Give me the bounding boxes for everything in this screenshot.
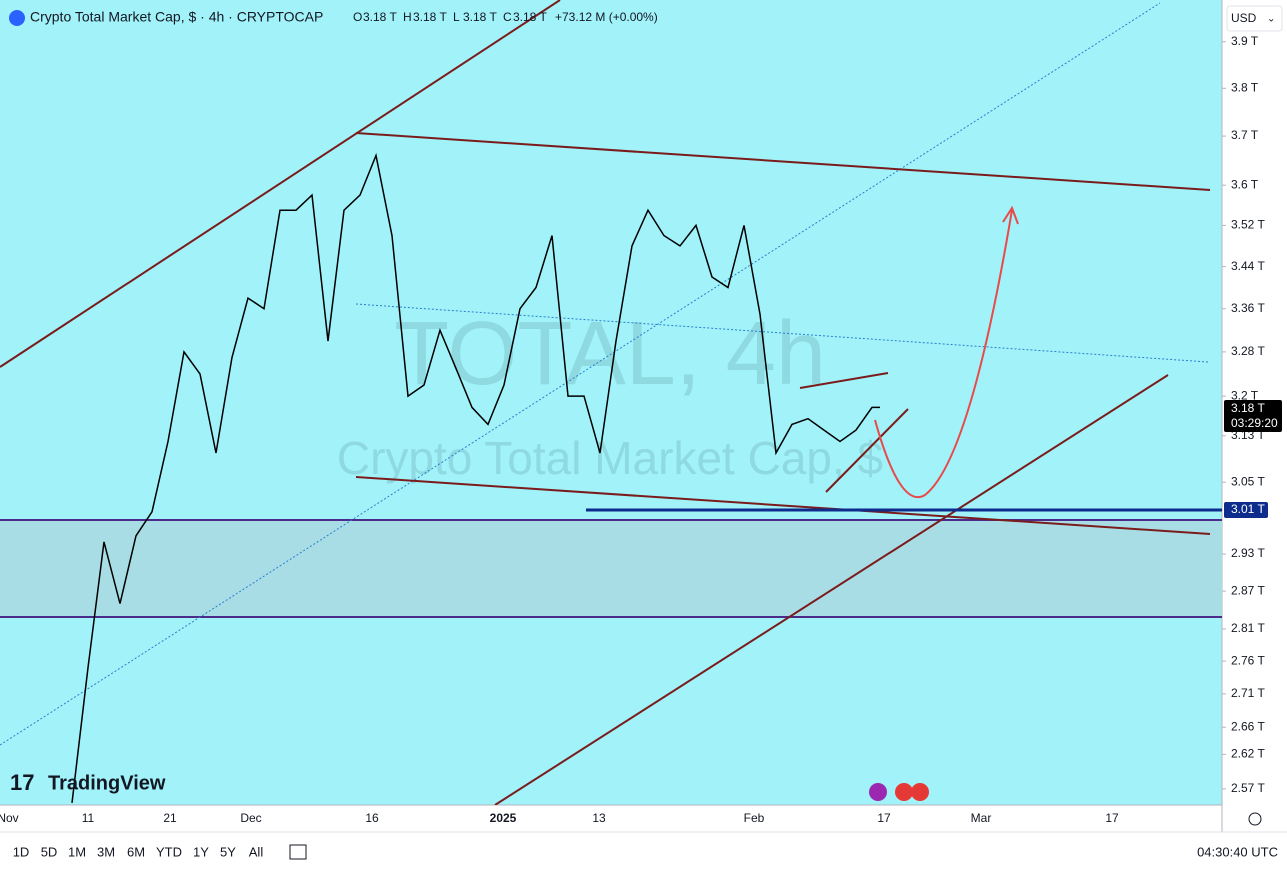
y-tick-label: 2.66 T [1231, 719, 1265, 733]
range-button[interactable]: 1M [68, 844, 86, 859]
watermark-name: Crypto Total Market Cap, $ [337, 432, 883, 484]
symbol-icon [9, 10, 25, 26]
range-button[interactable]: YTD [156, 844, 182, 859]
y-tick-label: 3.2 T [1231, 388, 1259, 402]
last-price: 3.18 T [1231, 401, 1265, 415]
channel-mid [0, 2, 1161, 746]
x-tick-label: 16 [365, 811, 379, 825]
clock: 04:30:40 UTC [1197, 844, 1278, 859]
price-series [71, 152, 880, 803]
ohlc-value: 3.18 T [413, 10, 447, 24]
zone [0, 520, 1222, 617]
y-tick-label: 2.57 T [1231, 781, 1265, 795]
y-tick-label: 3.8 T [1231, 80, 1259, 94]
ohlc-value: 3.18 T [363, 10, 397, 24]
y-tick-label: 3.05 T [1231, 474, 1265, 488]
range-button[interactable]: 5Y [220, 844, 236, 859]
y-tick-label: 2.76 T [1231, 653, 1265, 667]
logo-mark: 17 [10, 770, 34, 795]
range-button[interactable]: 1D [13, 844, 30, 859]
trend-line [799, 372, 889, 389]
level-price: 3.01 T [1231, 502, 1265, 516]
range-button[interactable]: 1Y [193, 844, 209, 859]
ohlc: O 3.18 T H 3.18 T L 3.18 T C 3.18 T +73.12 M (+0… [353, 10, 658, 24]
y-tick-label: 3.7 T [1231, 128, 1259, 142]
y-tick-label: 3.28 T [1231, 344, 1265, 358]
range-button[interactable]: 3M [97, 844, 115, 859]
ohlc-change: +73.12 M (+0.00%) [555, 10, 658, 24]
price-line [71, 152, 880, 803]
ohlc-key: C [503, 10, 512, 24]
x-tick-label: 2025 [490, 811, 517, 825]
logo: 17 TradingView [10, 770, 166, 795]
y-tick-label: 2.87 T [1231, 583, 1265, 597]
y-tick-label: 3.44 T [1231, 259, 1265, 273]
date-range-icon[interactable] [289, 844, 307, 860]
ohlc-value: 3.18 T [513, 10, 547, 24]
event-icon[interactable] [895, 783, 913, 801]
event-icon[interactable] [869, 783, 887, 801]
drawings: TOTAL, 4h Crypto Total Market Cap, $ [0, 0, 1222, 805]
toolbar: 1D 5D 1M 3M 6M YTD 1Y 5Y All [13, 844, 264, 859]
currency[interactable]: USD [1231, 11, 1257, 25]
x-tick-label: 21 [163, 811, 177, 825]
forecast-arrow [874, 209, 1013, 498]
y-tick-label: 3.9 T [1231, 34, 1259, 48]
level-tag [1224, 502, 1268, 518]
event-icon[interactable] [911, 783, 929, 801]
y-tick-label: 3.6 T [1231, 177, 1259, 191]
y-tick-label: 2.71 T [1231, 686, 1265, 700]
arrow-head [1002, 205, 1019, 225]
ohlc-value: 3.18 T [463, 10, 497, 24]
range-button[interactable]: 5D [41, 844, 58, 859]
dropdown-caret[interactable]: ⌄ [1267, 14, 1275, 25]
trend-line [494, 374, 1169, 805]
x-tick-label: Nov [0, 811, 19, 825]
logo-text: TradingView [48, 772, 166, 794]
settings-icon[interactable] [1248, 812, 1262, 826]
trend-line [0, 0, 561, 368]
x-tick-label: 17 [1105, 811, 1119, 825]
trend-line [355, 476, 1211, 535]
x-tick-label: 11 [82, 811, 95, 825]
x-axis: Nov 11 21 Dec 16 2025 13 Feb 17 Mar 17 [0, 811, 1119, 825]
ohlc-key: H [403, 10, 412, 24]
range-button[interactable]: 6M [127, 844, 145, 859]
currency-button[interactable] [1226, 5, 1283, 32]
range-button[interactable]: All [249, 844, 264, 859]
y-tick-label: 3.52 T [1231, 218, 1265, 232]
time-axis [0, 805, 1222, 832]
symbol-title[interactable]: Crypto Total Market Cap, $ · 4h · CRYPTO… [30, 9, 323, 25]
ohlc-key: O [353, 10, 362, 24]
y-tick-label: 2.62 T [1231, 747, 1265, 761]
x-tick-label: 17 [877, 811, 891, 825]
x-tick-label: 13 [592, 811, 606, 825]
ohlc-key: L [453, 10, 460, 24]
y-tick-label: 3.36 T [1231, 301, 1265, 315]
chart-pane [0, 0, 1222, 805]
trend-line [355, 132, 1211, 191]
trend-line [825, 408, 909, 493]
countdown: 03:29:20 [1231, 416, 1278, 430]
x-tick-label: Dec [240, 811, 261, 825]
y-tick-label: 2.93 T [1231, 546, 1265, 560]
y-tick-label: 2.81 T [1231, 621, 1265, 635]
x-tick-label: Feb [744, 811, 765, 825]
x-tick-label: Mar [971, 811, 992, 825]
last-price-tag [1224, 400, 1282, 432]
